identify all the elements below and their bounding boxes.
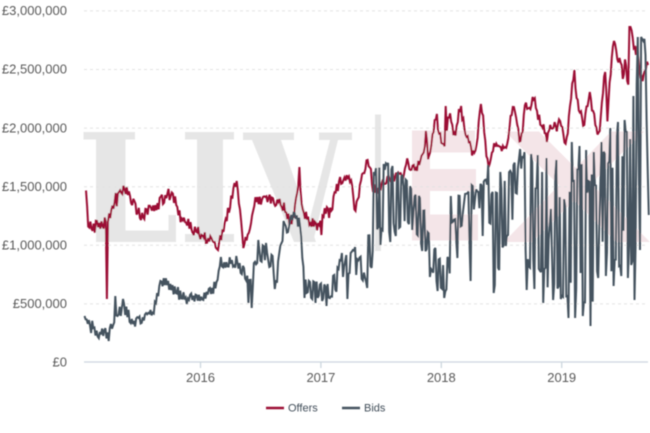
svg-text:2018: 2018 <box>427 370 456 385</box>
svg-text:Offers: Offers <box>288 403 318 415</box>
svg-text:£500,000: £500,000 <box>13 296 67 311</box>
svg-text:2017: 2017 <box>306 370 335 385</box>
svg-text:£1,000,000: £1,000,000 <box>2 238 67 253</box>
svg-text:2019: 2019 <box>547 370 576 385</box>
svg-text:£3,000,000: £3,000,000 <box>2 3 67 18</box>
svg-text:2016: 2016 <box>186 370 215 385</box>
svg-text:Bids: Bids <box>364 403 386 415</box>
svg-text:£2,500,000: £2,500,000 <box>2 62 67 77</box>
svg-text:£1,500,000: £1,500,000 <box>2 179 67 194</box>
svg-text:£2,000,000: £2,000,000 <box>2 120 67 135</box>
svg-text:£0: £0 <box>53 355 67 370</box>
